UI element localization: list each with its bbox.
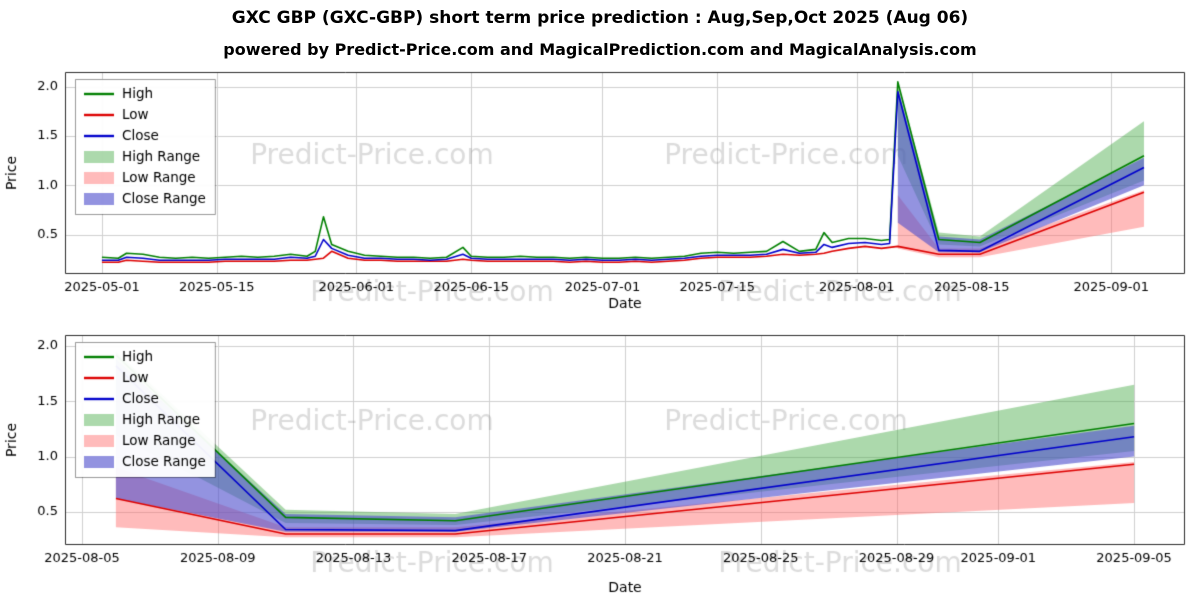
chart-subtitle: powered by Predict-Price.com and Magical… (223, 40, 977, 59)
prediction-zoom-chart (0, 320, 1200, 600)
price-history-and-prediction-chart (0, 64, 1200, 316)
page-title: GXC GBP (GXC-GBP) short term price predi… (231, 8, 969, 28)
